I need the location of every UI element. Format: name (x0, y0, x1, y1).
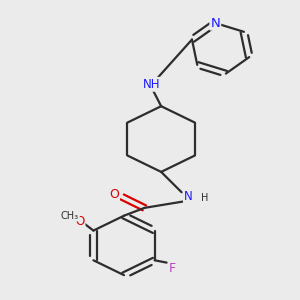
Text: H: H (201, 194, 208, 203)
Text: N: N (210, 16, 220, 30)
Text: F: F (169, 262, 176, 275)
Text: CH₃: CH₃ (61, 211, 79, 221)
Text: N: N (184, 190, 193, 203)
Text: NH: NH (143, 78, 160, 91)
Text: O: O (75, 215, 85, 228)
Text: O: O (109, 188, 119, 201)
